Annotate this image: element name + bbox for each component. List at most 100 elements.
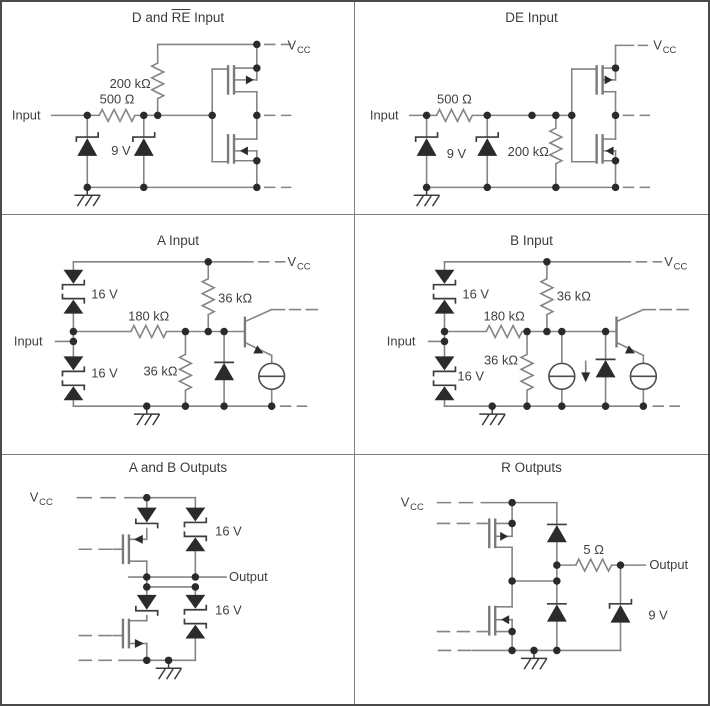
bidir-zener-16v-bottom: [432, 355, 457, 402]
current-arrow-icon: [581, 372, 591, 383]
label-180k: 180 kΩ: [484, 309, 526, 324]
bidir-zener-16v-bottom: [61, 355, 86, 402]
bidir-zener-16v-top: [432, 268, 457, 315]
mosfet-lower-arrow-icon: [501, 615, 510, 625]
label-9v: 9 V: [648, 608, 668, 623]
resistor-36k-bottom: [178, 353, 193, 392]
resistor-180k: [485, 324, 523, 339]
diode-bottom: [546, 602, 568, 623]
bidir-zener-16v-bottom: [183, 594, 208, 640]
zener-mid: [135, 594, 159, 617]
panel-d-re-input: D and RE Input Input: [2, 2, 355, 215]
input-label: Input: [12, 107, 41, 122]
resistor-200k: [549, 127, 563, 165]
junction-dots: [508, 498, 625, 655]
junction-dots: [440, 258, 648, 410]
title-text: Input: [190, 10, 225, 25]
panel-title: DE Input: [355, 10, 708, 25]
vcc-label: V: [288, 37, 297, 52]
title-text: A and B Outputs: [128, 460, 228, 475]
mosfet-lower: [488, 605, 497, 636]
title-text: A Input: [156, 233, 200, 248]
vcc-sub-label: CC: [663, 44, 677, 55]
schematic-a-b-outputs: V CC Output 16 V 16 V: [30, 490, 268, 680]
panel-a-input: A Input Input: [2, 215, 355, 455]
panel-r-outputs: R Outputs: [355, 455, 708, 704]
npn-transistor: [243, 316, 264, 354]
bidir-zener-16v-top: [61, 268, 86, 315]
label-16v-bottom: 16 V: [457, 368, 484, 383]
label-200k: 200 kΩ: [508, 144, 550, 159]
label-36k-top: 36 kΩ: [557, 289, 591, 304]
mosfet-lower-arrow-icon: [134, 639, 144, 648]
emitter-arrow-icon: [253, 345, 264, 354]
junction-dots: [83, 40, 261, 192]
emitter-arrow-icon: [624, 345, 635, 354]
vcc-sub-label: CC: [39, 496, 53, 507]
title-text: R Outputs: [501, 460, 562, 475]
diode: [594, 358, 617, 379]
wires: [50, 43, 292, 189]
diode-top: [546, 523, 568, 544]
panel-title: A Input: [2, 233, 354, 248]
input-label: Input: [387, 333, 416, 348]
schematic-a-input: Input 1: [14, 254, 319, 426]
wires: [436, 501, 647, 652]
npn-transistor: [615, 316, 635, 354]
output-label: Output: [229, 569, 268, 584]
label-500: 500 Ω: [100, 92, 135, 107]
vcc-sub-label: CC: [297, 261, 311, 272]
mosfet-pair: [595, 65, 604, 164]
resistor-36k-top: [540, 277, 554, 316]
label-16v-bottom: 16 V: [215, 603, 242, 618]
label-36k-top: 36 kΩ: [218, 291, 252, 306]
label-9v: 9 V: [447, 146, 467, 161]
vcc-label: V: [653, 37, 662, 52]
pmos-arrow-icon: [245, 75, 254, 85]
schematic-b-input: Input: [387, 254, 689, 426]
panel-title: A and B Outputs: [2, 460, 354, 475]
mosfet-upper: [121, 534, 131, 565]
resistor-36k-bottom: [520, 353, 534, 392]
vcc-label: V: [401, 495, 410, 510]
input-label: Input: [370, 107, 399, 122]
current-source: [258, 362, 286, 391]
title-text: D and: [131, 10, 172, 25]
mosfet-lower: [121, 618, 131, 649]
title-overline-text: RE: [171, 10, 191, 25]
resistor-5ohm: [574, 558, 613, 572]
vcc-label: V: [288, 254, 297, 269]
junction-dots: [142, 493, 200, 665]
resistor-200k: [150, 62, 165, 100]
diode: [213, 361, 235, 382]
schematic-d-re-input: Input: [12, 37, 311, 207]
vcc-sub-label: CC: [410, 502, 424, 513]
output-label: Output: [649, 557, 688, 572]
nmos-arrow-icon: [239, 146, 248, 156]
mosfet-upper-arrow-icon: [133, 534, 143, 544]
label-180k: 180 kΩ: [128, 309, 169, 324]
zener-top: [135, 506, 159, 530]
panel-title: R Outputs: [355, 460, 708, 475]
label-200k: 200 kΩ: [110, 76, 152, 91]
wires: [54, 261, 319, 407]
input-label: Input: [14, 333, 43, 348]
panel-title: B Input: [355, 233, 708, 248]
panel-a-b-outputs: A and B Outputs: [2, 455, 355, 704]
label-16v-top: 16 V: [462, 287, 489, 302]
bidir-zener-16v-top: [183, 506, 208, 553]
current-source-1: [548, 362, 576, 391]
junction-dots: [69, 258, 276, 410]
resistor-180k: [130, 324, 168, 339]
resistor-36k-top: [201, 277, 215, 316]
schematic-de-input: Input 500 Ω: [370, 37, 677, 207]
vcc-sub-label: CC: [674, 261, 688, 272]
label-500: 500 Ω: [437, 92, 472, 107]
label-16v-bottom: 16 V: [91, 365, 118, 380]
panel-b-input: B Input Input: [355, 215, 708, 455]
nmos-arrow-icon: [605, 146, 614, 156]
pmos-arrow-icon: [604, 75, 613, 85]
junction-dots: [422, 64, 620, 192]
mosfet-pair: [226, 65, 236, 164]
wires: [76, 496, 227, 662]
